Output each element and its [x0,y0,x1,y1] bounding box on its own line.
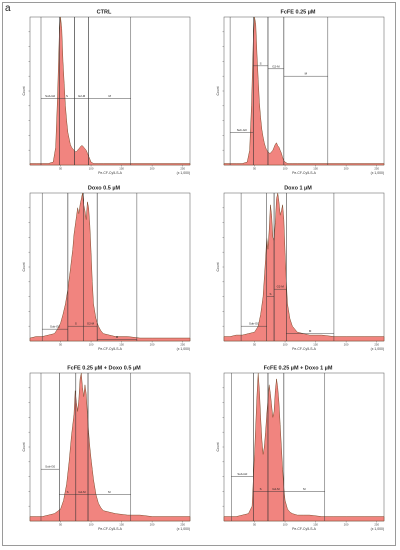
y-axis-label: Count [216,86,220,95]
x-axis-label: Pe-CF-Cy5-S-A [98,527,122,531]
gate-label: M [305,72,308,76]
x-axis-unit: (x 1,000) [371,171,384,175]
histogram-chart-6: FcFE 0.25 µM + Doxo 1 µM Sub-G0 S G2-M M 50 10… [216,366,385,531]
x-tick-label: 100 [89,523,94,527]
figure-frame [2,2,396,546]
x-tick-label: 250 [180,343,185,347]
histogram-chart-2: FcFE 0.25 µM Sub-G0 S G2-M M 50 100 150 200 250 Pe… [216,10,385,175]
plot-area [29,192,191,342]
x-axis-label: Pe-CF-Cy5-S-A [292,347,316,351]
x-tick-label: 50 [253,343,257,347]
x-axis-unit: (x 1,000) [371,347,384,351]
gate-label: G2-M [277,285,285,289]
gate-label: Sub-G0 [237,472,247,476]
histogram-area [29,16,191,166]
x-tick-label: 200 [150,343,155,347]
gate-label: M [116,335,119,339]
gate-label: G2-M [272,64,280,68]
y-axis-label: Count [216,262,220,271]
x-tick-label: 250 [374,343,379,347]
x-tick-label: 100 [283,523,288,527]
gate-label: G2-M [78,490,86,494]
x-tick-label: 150 [119,343,124,347]
plot-area [29,372,191,522]
x-tick-label: 100 [89,167,94,171]
chart-title: CTRL [97,10,112,16]
gate-label: M [303,487,306,491]
y-axis-label: Count [22,442,26,451]
y-axis-label: Count [22,86,26,95]
histogram-area [29,372,191,522]
histogram-chart-1: CTRL Sub-G0 S G2-M M 50 100 150 200 250 Pe-CF-Cy5-… [22,10,191,175]
x-tick-label: 50 [59,523,63,527]
x-tick-label: 50 [59,167,63,171]
x-tick-label: 250 [180,523,185,527]
x-tick-label: 100 [89,343,94,347]
x-tick-label: 200 [150,523,155,527]
chart-title: FcFE 0.25 µM + Doxo 1 µM [264,366,333,372]
x-tick-label: 150 [313,343,318,347]
y-axis-label: Count [22,262,26,271]
x-tick-label: 50 [253,167,257,171]
y-axis-label: Count [216,442,220,451]
gate-label: S [66,94,68,98]
plot-area [223,372,385,522]
gate-label: Sub-G0 [249,322,259,326]
x-tick-label: 150 [119,167,124,171]
x-tick-label: 250 [180,167,185,171]
gate-label: S [67,490,69,494]
histogram-chart-3: Doxo 0.5 µM Sub-G0 S G2-M M 50 100 150 200 250 Pe-… [22,186,191,351]
histogram-area [223,372,385,522]
gate-label: Sub-G0 [45,94,55,98]
x-tick-label: 150 [313,167,318,171]
gate-label: S [260,487,262,491]
x-tick-label: 100 [283,167,288,171]
gate-label: M [309,329,312,333]
chart-title: FcFE 0.25 µM [281,10,316,16]
gate-label: S [269,292,271,296]
histogram-chart-4: Doxo 1 µM Sub-G0 S G2-M M 50 100 150 200 250 Pe-CF… [216,186,385,351]
panel-letter: a [5,3,11,14]
gate-label: Sub-G0 [237,128,247,132]
histogram-area [223,192,385,342]
x-axis-unit: (x 1,000) [371,527,384,531]
histogram-chart-5: FcFE 0.25 µM + Doxo 0.5 µM Sub-G0 S G2-M M 50… [22,366,191,531]
plot-area [223,16,385,166]
chart-title: Doxo 1 µM [284,186,312,192]
gate-label: G2-M [87,322,95,326]
plot-area [29,16,191,166]
x-tick-label: 250 [374,167,379,171]
x-tick-label: 200 [344,343,349,347]
x-tick-label: 50 [59,343,63,347]
x-tick-label: 150 [313,523,318,527]
histogram-area [223,16,385,166]
x-tick-label: 150 [119,523,124,527]
x-tick-label: 250 [374,523,379,527]
x-axis-label: Pe-CF-Cy5-S-A [292,527,316,531]
x-tick-label: 200 [150,167,155,171]
chart-title: Doxo 0.5 µM [88,186,121,192]
x-axis-label: Pe-CF-Cy5-S-A [98,347,122,351]
x-tick-label: 200 [344,523,349,527]
gate-label: Sub-G0 [50,325,60,329]
x-axis-unit: (x 1,000) [177,527,190,531]
x-axis-unit: (x 1,000) [177,171,190,175]
x-axis-label: Pe-CF-Cy5-S-A [98,171,122,175]
plot-area [223,192,385,342]
x-tick-label: 100 [283,343,288,347]
x-axis-label: Pe-CF-Cy5-S-A [292,171,316,175]
x-tick-label: 50 [253,523,257,527]
gate-label: G2-M [78,94,86,98]
gate-label: Sub-G0 [45,465,55,469]
gate-label: M [108,490,111,494]
gate-label: S [75,322,77,326]
gate-label: S [260,61,262,65]
gate-label: M [108,94,111,98]
x-tick-label: 200 [344,167,349,171]
x-axis-unit: (x 1,000) [177,347,190,351]
gate-label: G2-M [272,487,280,491]
chart-title: FcFE 0.25 µM + Doxo 0.5 µM [67,366,141,372]
